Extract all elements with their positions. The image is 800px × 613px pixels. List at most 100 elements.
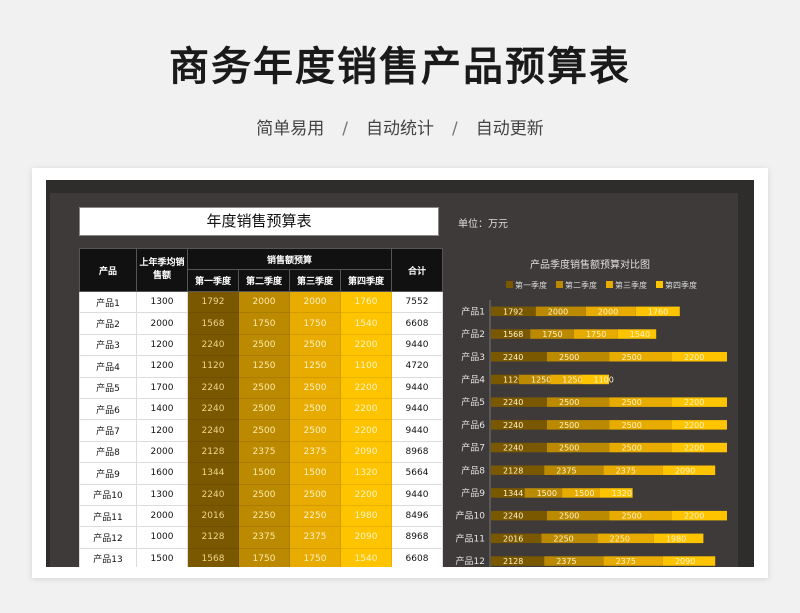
cell-last-year-avg[interactable]: 1400: [136, 397, 188, 421]
cell-total[interactable]: 9440: [391, 397, 443, 421]
cell-last-year-avg[interactable]: 1200: [136, 333, 188, 357]
cell-q4[interactable]: 2090: [340, 440, 392, 464]
cell-last-year-avg[interactable]: 1700: [136, 376, 188, 399]
cell-q2[interactable]: 2250: [238, 504, 290, 528]
cell-q3[interactable]: 2375: [289, 440, 341, 464]
cell-product[interactable]: 产品7: [79, 419, 137, 442]
cell-q2[interactable]: 1500: [238, 462, 290, 485]
cell-q2[interactable]: 2000: [238, 290, 290, 314]
cell-total[interactable]: 4720: [391, 355, 443, 378]
header-total[interactable]: 合计: [391, 248, 443, 292]
header-q2[interactable]: 第二季度: [238, 269, 290, 292]
cell-q1[interactable]: 2240: [187, 419, 239, 442]
cell-total[interactable]: 5664: [391, 462, 443, 485]
cell-product[interactable]: 产品1: [79, 290, 137, 314]
cell-total[interactable]: 9440: [391, 376, 443, 399]
cell-last-year-avg[interactable]: 1600: [136, 462, 188, 485]
cell-last-year-avg[interactable]: 1300: [136, 483, 188, 506]
cell-total[interactable]: 8968: [391, 440, 443, 464]
cell-q1[interactable]: 2240: [187, 376, 239, 399]
cell-q2[interactable]: 2500: [238, 397, 290, 421]
cell-total[interactable]: 9440: [391, 483, 443, 506]
cell-q4[interactable]: 2200: [340, 333, 392, 357]
cell-q3[interactable]: 1750: [289, 547, 341, 567]
cell-q4[interactable]: 1540: [340, 547, 392, 567]
cell-last-year-avg[interactable]: 2000: [136, 504, 188, 528]
cell-product[interactable]: 产品10: [79, 483, 137, 506]
header-q4[interactable]: 第四季度: [340, 269, 392, 292]
cell-q2[interactable]: 2375: [238, 526, 290, 549]
cell-q3[interactable]: 2375: [289, 526, 341, 549]
cell-q1[interactable]: 1120: [187, 355, 239, 378]
cell-product[interactable]: 产品5: [79, 376, 137, 399]
cell-product[interactable]: 产品9: [79, 462, 137, 485]
table-title[interactable]: 年度销售预算表: [79, 207, 439, 236]
cell-q2[interactable]: 2500: [238, 333, 290, 357]
cell-q1[interactable]: 1792: [187, 290, 239, 314]
cell-q3[interactable]: 2500: [289, 376, 341, 399]
cell-q3[interactable]: 2500: [289, 419, 341, 442]
cell-last-year-avg[interactable]: 1200: [136, 355, 188, 378]
cell-last-year-avg[interactable]: 1200: [136, 419, 188, 442]
cell-q4[interactable]: 2200: [340, 397, 392, 421]
cell-q4[interactable]: 1100: [340, 355, 392, 378]
cell-q3[interactable]: 1500: [289, 462, 341, 485]
cell-q4[interactable]: 1540: [340, 312, 392, 335]
cell-q3[interactable]: 2500: [289, 333, 341, 357]
cell-product[interactable]: 产品12: [79, 526, 137, 549]
cell-q1[interactable]: 2016: [187, 504, 239, 528]
cell-total[interactable]: 9440: [391, 419, 443, 442]
cell-total[interactable]: 7552: [391, 290, 443, 314]
cell-q3[interactable]: 2500: [289, 483, 341, 506]
cell-total[interactable]: 6608: [391, 312, 443, 335]
cell-q2[interactable]: 1750: [238, 312, 290, 335]
cell-product[interactable]: 产品8: [79, 440, 137, 464]
cell-product[interactable]: 产品13: [79, 547, 137, 567]
header-last-year-avg[interactable]: 上年季均销售额: [136, 248, 188, 292]
cell-q2[interactable]: 2375: [238, 440, 290, 464]
cell-total[interactable]: 6608: [391, 547, 443, 567]
cell-q3[interactable]: 2250: [289, 504, 341, 528]
cell-q2[interactable]: 2500: [238, 483, 290, 506]
cell-q1[interactable]: 1568: [187, 547, 239, 567]
cell-q1[interactable]: 1568: [187, 312, 239, 335]
cell-q3[interactable]: 2500: [289, 397, 341, 421]
cell-q4[interactable]: 2200: [340, 376, 392, 399]
cell-q2[interactable]: 1750: [238, 547, 290, 567]
cell-last-year-avg[interactable]: 1500: [136, 547, 188, 567]
cell-total[interactable]: 8968: [391, 526, 443, 549]
cell-q1[interactable]: 2128: [187, 440, 239, 464]
cell-q2[interactable]: 2500: [238, 419, 290, 442]
cell-q1[interactable]: 2240: [187, 333, 239, 357]
cell-q3[interactable]: 2000: [289, 290, 341, 314]
cell-last-year-avg[interactable]: 1000: [136, 526, 188, 549]
cell-last-year-avg[interactable]: 2000: [136, 440, 188, 464]
header-sales-budget[interactable]: 销售额预算: [187, 248, 392, 270]
cell-q1[interactable]: 2128: [187, 526, 239, 549]
cell-q4[interactable]: 2200: [340, 419, 392, 442]
cell-last-year-avg[interactable]: 1300: [136, 290, 188, 314]
cell-product[interactable]: 产品6: [79, 397, 137, 421]
header-q1[interactable]: 第一季度: [187, 269, 239, 292]
cell-product[interactable]: 产品11: [79, 504, 137, 528]
cell-q4[interactable]: 1320: [340, 462, 392, 485]
cell-product[interactable]: 产品2: [79, 312, 137, 335]
cell-q3[interactable]: 1750: [289, 312, 341, 335]
cell-total[interactable]: 9440: [391, 333, 443, 357]
cell-q3[interactable]: 1250: [289, 355, 341, 378]
cell-total[interactable]: 8496: [391, 504, 443, 528]
cell-q2[interactable]: 2500: [238, 376, 290, 399]
cell-product[interactable]: 产品4: [79, 355, 137, 378]
header-product[interactable]: 产品: [79, 248, 137, 292]
cell-q4[interactable]: 2200: [340, 483, 392, 506]
cell-q2[interactable]: 1250: [238, 355, 290, 378]
cell-product[interactable]: 产品3: [79, 333, 137, 357]
cell-last-year-avg[interactable]: 2000: [136, 312, 188, 335]
cell-q4[interactable]: 1760: [340, 290, 392, 314]
cell-q4[interactable]: 2090: [340, 526, 392, 549]
cell-q1[interactable]: 1344: [187, 462, 239, 485]
cell-q1[interactable]: 2240: [187, 397, 239, 421]
cell-q4[interactable]: 1980: [340, 504, 392, 528]
header-q3[interactable]: 第三季度: [289, 269, 341, 292]
cell-q1[interactable]: 2240: [187, 483, 239, 506]
